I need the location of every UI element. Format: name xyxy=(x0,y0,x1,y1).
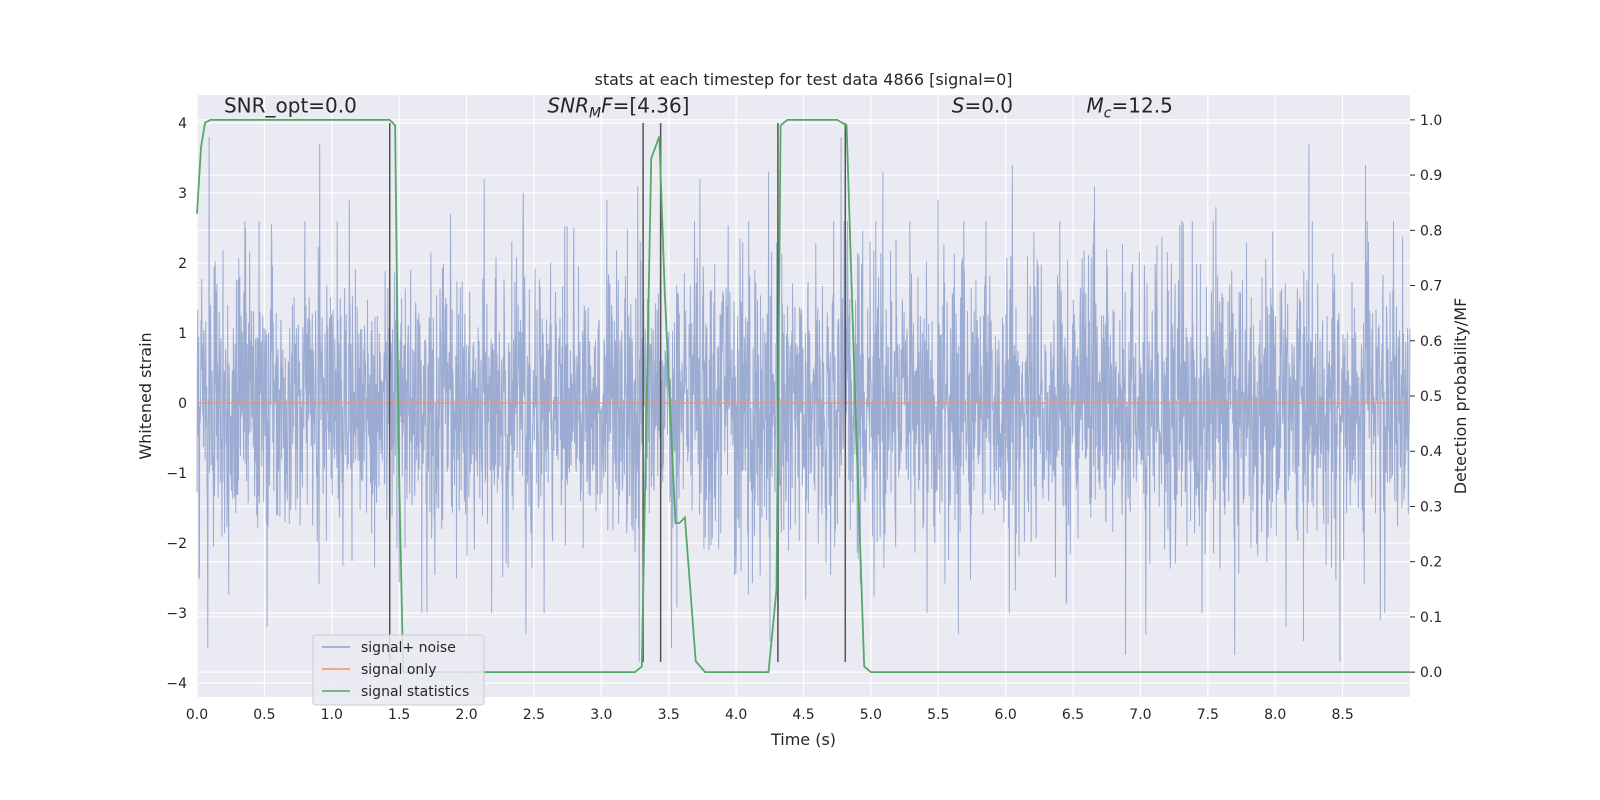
y-right-tick-label: 0.0 xyxy=(1420,665,1442,681)
y-right-tick-label: 0.4 xyxy=(1420,444,1442,460)
series-signal-noise xyxy=(196,122,1411,663)
y-tick-label: −1 xyxy=(166,466,187,482)
x-tick-label: 1.0 xyxy=(321,707,343,723)
y-right-tick-label: 1.0 xyxy=(1420,113,1442,129)
x-tick-label: 7.5 xyxy=(1197,707,1219,723)
x-tick-label: 8.0 xyxy=(1264,707,1286,723)
y-tick-label: −4 xyxy=(166,676,187,692)
annotation: Mc=12.5 xyxy=(1087,94,1173,122)
x-tick-label: 8.5 xyxy=(1331,707,1353,723)
x-tick-label: 4.0 xyxy=(725,707,747,723)
y-tick-label: 4 xyxy=(178,116,187,132)
legend-box xyxy=(312,634,485,706)
x-tick-label: 0.0 xyxy=(186,707,208,723)
signal-statistics-line xyxy=(196,119,1410,673)
y-axis-ticks: −4 −3 −2 −1 0 1 2 3 4 xyxy=(166,116,187,692)
x-tick-label: 5.5 xyxy=(927,707,949,723)
y-tick-label: −3 xyxy=(166,606,187,622)
x-axis-ticks: 0.0 0.5 1.0 1.5 2.0 2.5 3.0 3.5 4.0 4.5 5.0 5.5 6.0 6… xyxy=(186,707,1354,723)
y-right-tick-label: 0.8 xyxy=(1420,223,1442,239)
series-signal-statistics xyxy=(196,119,1410,673)
y-axis-right-ticks: 0.0 0.1 0.2 0.3 0.4 0.5 0.6 0.7 0.8 0.9 1.0 xyxy=(1410,113,1442,681)
annotation: SNRMF=[4.36] xyxy=(547,94,689,122)
x-tick-label: 4.5 xyxy=(792,707,814,723)
x-tick-label: 0.5 xyxy=(253,707,275,723)
x-tick-label: 2.5 xyxy=(523,707,545,723)
legend-label-signal-only: signal only xyxy=(361,662,436,678)
y-right-tick-label: 0.5 xyxy=(1420,389,1442,405)
chart-title: stats at each timestep for test data 486… xyxy=(594,70,1012,89)
x-tick-label: 6.5 xyxy=(1062,707,1084,723)
y-tick-label: 1 xyxy=(178,326,187,342)
y-tick-label: 0 xyxy=(178,396,187,412)
noise-trace xyxy=(196,122,1411,663)
x-tick-label: 1.5 xyxy=(388,707,410,723)
y-axis-right-label: Detection probability/MF xyxy=(1451,298,1470,495)
x-tick-label: 3.0 xyxy=(590,707,612,723)
y-tick-label: −2 xyxy=(166,536,187,552)
y-tick-label: 3 xyxy=(178,186,187,202)
y-right-tick-label: 0.9 xyxy=(1420,168,1442,184)
x-tick-label: 6.0 xyxy=(995,707,1017,723)
y-axis-label: Whitened strain xyxy=(136,332,155,459)
y-right-tick-label: 0.7 xyxy=(1420,279,1442,295)
y-right-tick-label: 0.6 xyxy=(1420,334,1442,350)
y-tick-label: 2 xyxy=(178,256,187,272)
x-tick-label: 7.0 xyxy=(1129,707,1151,723)
legend: signal+ noise signal only signal statist… xyxy=(312,634,485,706)
y-right-tick-label: 0.3 xyxy=(1420,499,1442,515)
legend-label-signal-noise: signal+ noise xyxy=(361,640,456,656)
annotation: SNR_opt=0.0 xyxy=(224,94,357,118)
legend-label-signal-statistics: signal statistics xyxy=(361,684,469,700)
x-axis-label: Time (s) xyxy=(770,730,836,749)
annotations: SNR_opt=0.0 SNRMF=[4.36] S=0.0 Mc=12.5 xyxy=(224,94,1173,122)
x-tick-label: 5.0 xyxy=(860,707,882,723)
y-right-tick-label: 0.1 xyxy=(1420,610,1442,626)
y-right-tick-label: 0.2 xyxy=(1420,555,1442,571)
x-tick-label: 2.0 xyxy=(455,707,477,723)
x-tick-label: 3.5 xyxy=(658,707,680,723)
annotation: S=0.0 xyxy=(952,94,1013,118)
